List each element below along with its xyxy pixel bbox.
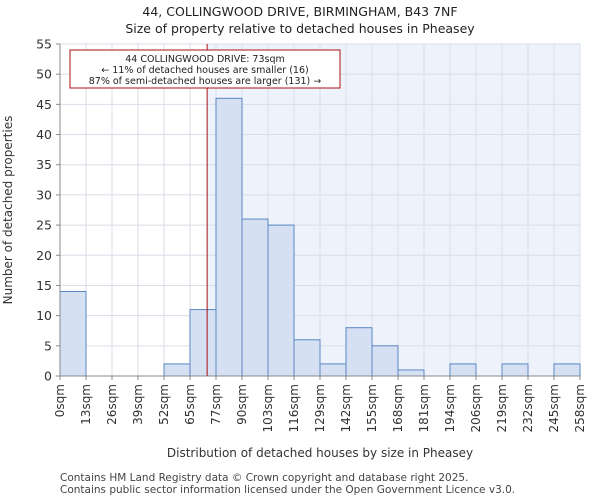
- chart-title: 44, COLLINGWOOD DRIVE, BIRMINGHAM, B43 7…: [142, 4, 458, 19]
- x-tick-label: 39sqm: [131, 384, 145, 425]
- y-tick-label: 55: [36, 37, 52, 52]
- bar: [397, 369, 425, 377]
- bar: [293, 339, 321, 377]
- bar: [189, 309, 217, 377]
- x-tick-label: 65sqm: [183, 384, 197, 425]
- annotation-frame: [69, 49, 341, 89]
- bar: [215, 97, 243, 377]
- bar: [345, 327, 373, 377]
- y-tick-label: 25: [36, 218, 52, 233]
- bars: [59, 97, 581, 377]
- y-axis-label: Number of detached properties: [1, 116, 15, 305]
- bar: [163, 363, 191, 377]
- x-tick-label: 194sqm: [443, 384, 457, 432]
- bar: [553, 363, 581, 377]
- x-tick-label: 245sqm: [547, 384, 561, 432]
- x-tick-label: 168sqm: [391, 384, 405, 432]
- bar: [319, 363, 347, 377]
- y-tick-label: 30: [36, 187, 52, 202]
- x-tick-label: 206sqm: [469, 384, 483, 432]
- bar: [371, 345, 399, 377]
- x-tick-label: 103sqm: [261, 384, 275, 432]
- bar: [501, 363, 529, 377]
- y-tick-label: 45: [36, 97, 52, 112]
- annotation-box: 44 COLLINGWOOD DRIVE: 73sqm ← 11% of det…: [69, 49, 341, 89]
- x-tick-label: 116sqm: [287, 384, 301, 432]
- footer-line-1: Contains HM Land Registry data © Crown c…: [60, 472, 469, 484]
- x-tick-label: 142sqm: [339, 384, 353, 432]
- bar: [241, 218, 269, 377]
- x-tick-label: 129sqm: [313, 384, 327, 432]
- bar: [59, 290, 87, 377]
- bar: [267, 224, 295, 377]
- x-tick-label: 26sqm: [105, 384, 119, 425]
- x-tick-label: 52sqm: [157, 384, 171, 425]
- x-tick-label: 181sqm: [417, 384, 431, 432]
- x-tick-label: 13sqm: [79, 384, 93, 425]
- footer-line-2: Contains public sector information licen…: [60, 484, 516, 496]
- y-axis: 0 5 10 15 20 25 30 35 40 45 50 55: [36, 37, 61, 384]
- y-tick-label: 35: [36, 157, 52, 172]
- x-tick-label: 219sqm: [495, 384, 509, 432]
- y-tick-label: 10: [36, 308, 52, 323]
- grid: [59, 43, 581, 377]
- annotation-line-3: 87% of semi-detached houses are larger (…: [89, 76, 322, 87]
- x-tick-label: 155sqm: [365, 384, 379, 432]
- y-tick-label: 5: [44, 338, 52, 353]
- x-tick-label: 90sqm: [235, 384, 249, 425]
- annotation-line-2: ← 11% of detached houses are smaller (16…: [101, 65, 308, 76]
- x-tick-label: 0sqm: [53, 384, 67, 417]
- bar: [449, 363, 477, 377]
- y-tick-label: 15: [36, 278, 52, 293]
- x-axis-label: Distribution of detached houses by size …: [167, 446, 473, 460]
- x-tick-label: 258sqm: [573, 384, 587, 432]
- chart-subtitle: Size of property relative to detached ho…: [125, 21, 475, 36]
- y-tick-label: 50: [36, 67, 52, 82]
- annotation-line-1: 44 COLLINGWOOD DRIVE: 73sqm: [125, 54, 285, 65]
- x-tick-label: 232sqm: [521, 384, 535, 432]
- y-tick-label: 40: [36, 127, 52, 142]
- x-tick-label: 77sqm: [209, 384, 223, 425]
- y-tick-label: 20: [36, 248, 52, 263]
- y-tick-label: 0: [44, 369, 52, 384]
- x-axis: 0sqm 13sqm 26sqm 39sqm 52sqm 65sqm 77sqm 90sqm 1…: [53, 375, 587, 432]
